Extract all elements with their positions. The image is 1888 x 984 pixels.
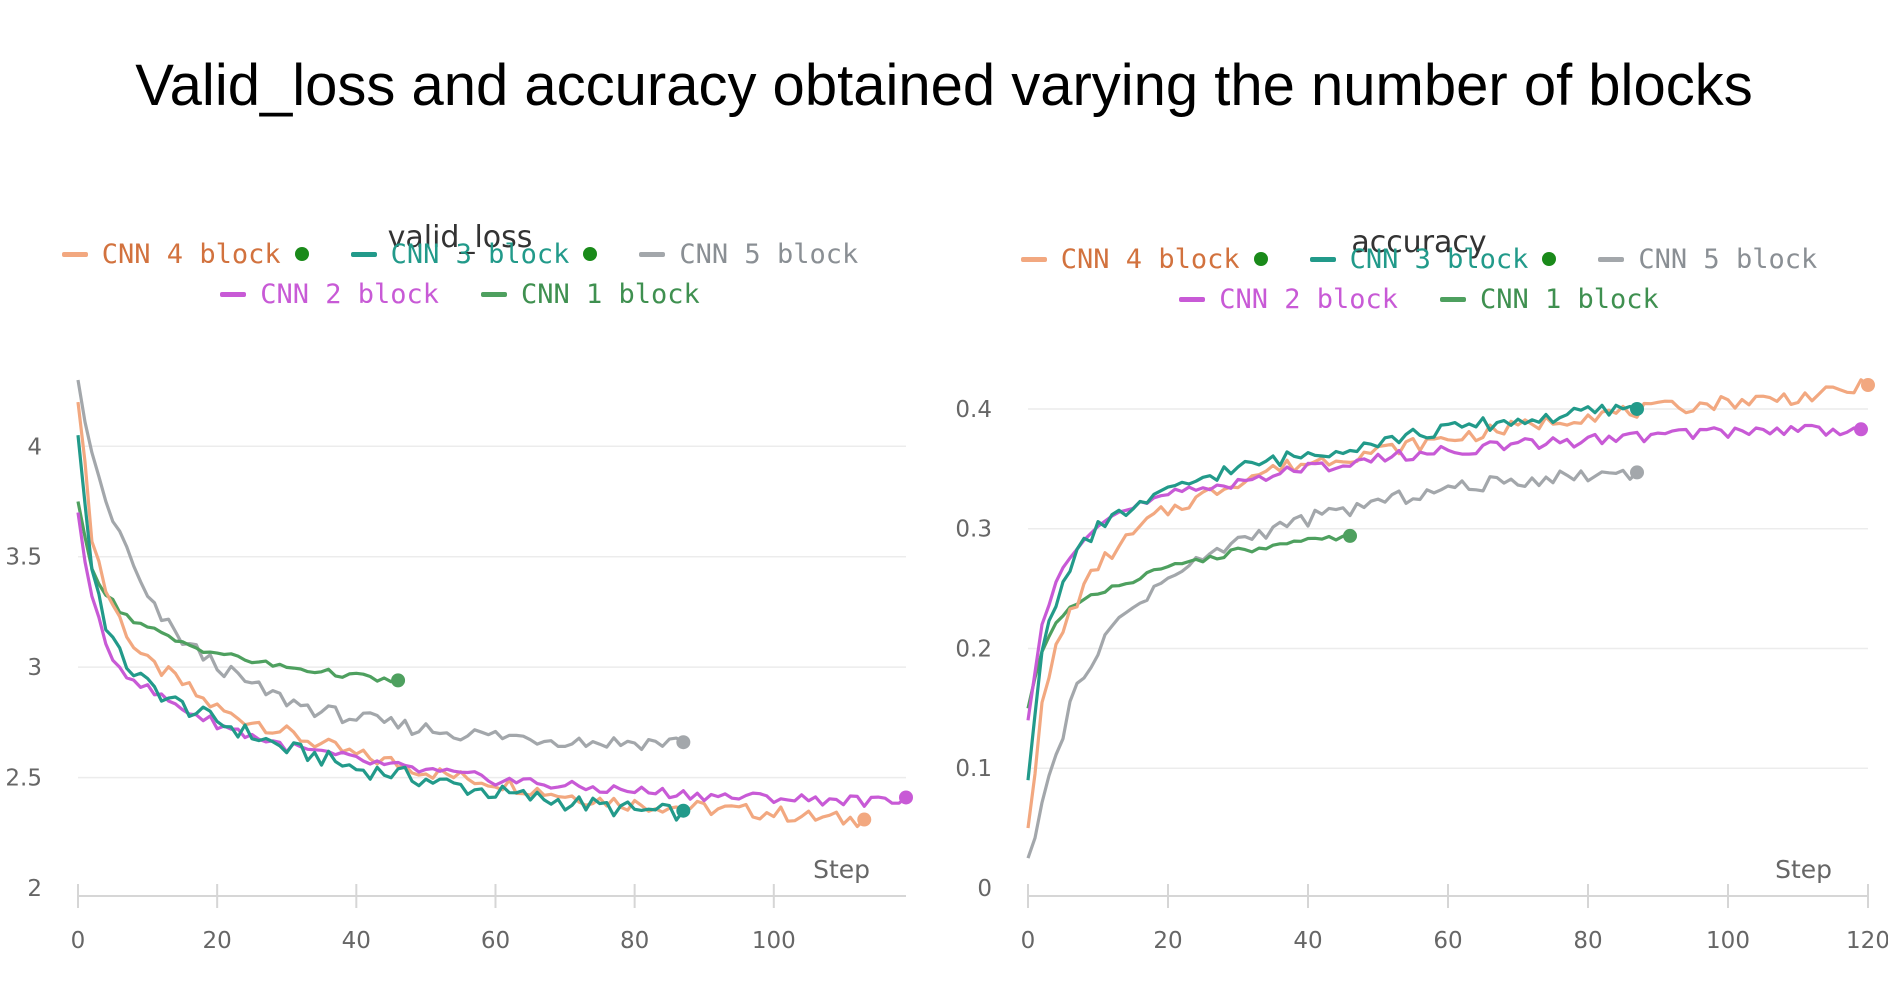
series-line (76, 501, 399, 684)
chart-title: valid_loss (387, 220, 533, 255)
y-tick-label: 3.5 (5, 545, 42, 571)
legend-label: CNN 3 block (1349, 243, 1529, 275)
legend-run-dot-icon (294, 247, 309, 261)
legend-label: CNN 2 block (260, 278, 439, 310)
y-tick-label: 0.2 (955, 636, 992, 662)
legend-label: CNN 5 block (1638, 243, 1818, 275)
legend-row-2: CNN 2 block CNN 1 block (0, 274, 920, 314)
legend-run-dot-icon (1542, 252, 1557, 266)
x-axis-label: Step (813, 855, 870, 884)
legend-label: CNN 1 block (1480, 283, 1659, 315)
legend-row-1: CNN 4 block CNN 3 block CNN 5 block (950, 239, 1888, 279)
x-tick-label: 20 (1153, 928, 1182, 954)
y-tick-label: 2 (27, 876, 42, 902)
y-tick-label: 2.5 (5, 766, 42, 792)
x-tick-label: 80 (1573, 928, 1602, 954)
series-end-point (1630, 401, 1644, 416)
legend-swatch (481, 291, 507, 297)
legend-label: CNN 5 block (679, 238, 859, 270)
page-title: Valid_loss and accuracy obtained varying… (135, 53, 1753, 118)
legend-swatch (220, 291, 247, 297)
legend-label: CNN 1 block (521, 278, 700, 310)
series-end-point (1343, 528, 1357, 543)
x-tick-label: 120 (1846, 928, 1888, 954)
legend-row-2: CNN 2 block CNN 1 block (950, 279, 1888, 319)
series-line (76, 435, 685, 822)
legend-item-cnn-3-block[interactable]: CNN 3 block (1309, 243, 1557, 275)
x-tick-label: 100 (1706, 928, 1750, 954)
legend-item-cnn-1-block[interactable]: CNN 1 block (1440, 284, 1659, 315)
chart-legend: CNN 4 block CNN 3 block CNN 5 block CNN … (0, 234, 920, 314)
series-line (1026, 378, 1869, 829)
y-tick-label: 0.1 (955, 756, 992, 782)
legend-item-cnn-2-block[interactable]: CNN 2 block (1179, 284, 1398, 315)
y-tick-label: 4 (27, 434, 42, 460)
x-tick-label: 20 (203, 928, 232, 954)
legend-label: CNN 4 block (1060, 243, 1240, 275)
legend-label: CNN 4 block (101, 238, 281, 270)
legend-swatch (1309, 256, 1336, 262)
series-end-point (676, 803, 691, 818)
y-tick-label: 3 (27, 655, 42, 681)
chart-legend: CNN 4 block CNN 3 block CNN 5 block CNN … (950, 239, 1888, 319)
x-tick-label: 0 (71, 928, 86, 954)
series-line (1026, 403, 1638, 781)
x-tick-label: 100 (752, 928, 796, 954)
legend-item-cnn-3-block[interactable]: CNN 3 block (350, 238, 598, 270)
legend-swatch (1598, 256, 1625, 262)
series-line (76, 401, 866, 829)
x-axis-label: Step (1775, 855, 1832, 884)
series-end-point (1630, 465, 1644, 480)
legend-item-cnn-4-block[interactable]: CNN 4 block (1020, 243, 1268, 275)
legend-swatch (350, 251, 377, 257)
legend-label: CNN 3 block (390, 238, 570, 270)
y-tick-label: 0 (977, 876, 992, 902)
chart-title: accuracy (1351, 225, 1487, 260)
series-line (1026, 468, 1639, 859)
legend-swatch (1179, 296, 1206, 302)
y-tick-label: 0.3 (955, 517, 992, 543)
legend-swatch (1020, 256, 1047, 262)
legend-item-cnn-5-block[interactable]: CNN 5 block (1598, 244, 1817, 275)
legend-row-1: CNN 4 block CNN 3 block CNN 5 block (0, 234, 920, 274)
plot-area: 0 0.1 0.2 0.3 0.4 0 20 40 60 80 100 120 Step (955, 378, 1888, 954)
x-tick-label: 40 (1293, 928, 1322, 954)
x-tick-label: 80 (620, 928, 649, 954)
legend-item-cnn-4-block[interactable]: CNN 4 block (61, 238, 309, 270)
series-line (76, 512, 908, 808)
legend-item-cnn-1-block[interactable]: CNN 1 block (481, 279, 700, 310)
series-end-point (391, 673, 406, 688)
legend-swatch (1440, 296, 1466, 302)
legend-swatch (639, 251, 666, 257)
legend-item-cnn-5-block[interactable]: CNN 5 block (639, 239, 858, 270)
x-tick-label: 0 (1021, 928, 1036, 954)
series-line (76, 379, 685, 751)
series-end-point (676, 735, 691, 750)
legend-swatch (61, 251, 88, 257)
series-line (1026, 534, 1351, 709)
valid-loss-chart: valid_loss CNN 4 block CNN 3 block CNN 5… (0, 220, 920, 984)
series-end-point (1861, 378, 1875, 392)
legend-item-cnn-2-block[interactable]: CNN 2 block (220, 279, 439, 310)
accuracy-chart: accuracy CNN 4 block CNN 3 block CNN 5 b… (950, 225, 1888, 984)
x-tick-label: 60 (481, 928, 510, 954)
x-tick-label: 60 (1433, 928, 1462, 954)
series-end-point (899, 790, 913, 805)
legend-label: CNN 2 block (1219, 283, 1398, 315)
series-line (1026, 423, 1862, 721)
legend-run-dot-icon (583, 247, 598, 261)
series-end-point (857, 812, 872, 827)
series-end-point (1854, 422, 1868, 437)
x-tick-label: 40 (342, 928, 371, 954)
y-tick-label: 0.4 (955, 397, 992, 423)
legend-run-dot-icon (1253, 252, 1268, 266)
